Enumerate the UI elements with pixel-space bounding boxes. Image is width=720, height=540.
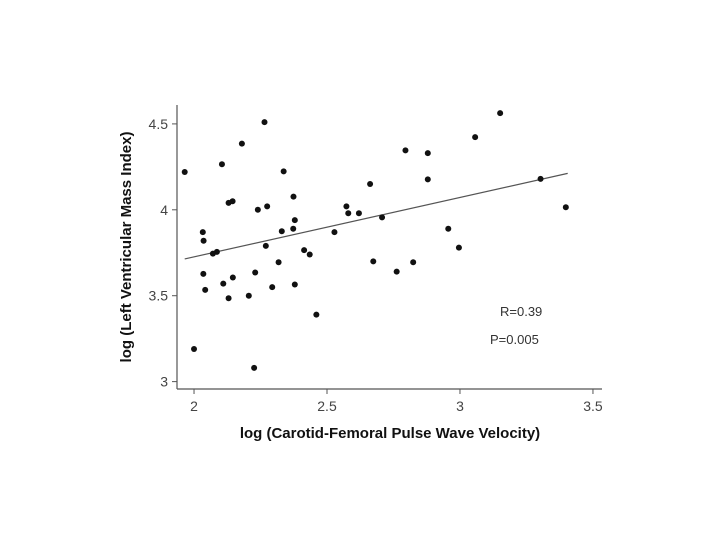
data-point [497,110,504,117]
x-tick-label: 3 [456,398,464,414]
axes [176,105,602,390]
y-tick-label: 4.5 [149,116,169,132]
x-axis-label: log (Carotid-Femoral Pulse Wave Velocity… [240,425,540,442]
data-point [379,214,386,221]
data-point [254,206,261,213]
data-point [402,147,409,154]
data-point [218,161,225,168]
data-point [393,268,400,275]
data-point [264,203,271,210]
data-point [209,250,216,257]
data-point [290,193,297,200]
data-point [202,286,209,293]
data-point [251,364,258,371]
data-point [181,169,188,176]
y-axis-label: log (Left Ventricular Mass Index) [118,132,135,363]
data-point [472,134,479,141]
data-point [229,274,236,281]
data-point [220,280,227,287]
data-points [181,110,569,371]
data-point [191,345,198,352]
data-point [278,228,285,235]
data-point [291,281,298,288]
data-point [424,176,431,183]
data-point [229,198,236,205]
data-point [345,210,352,217]
data-point [280,168,287,175]
data-point [306,251,313,258]
data-point [245,292,252,299]
data-point [225,295,232,302]
data-point [562,204,569,211]
data-point [343,203,350,210]
data-point [252,269,259,276]
data-point [261,119,268,126]
data-point [424,150,431,157]
data-point [331,229,338,236]
y-tick-label: 4 [160,202,168,218]
data-point [199,229,206,236]
data-point [370,258,377,265]
x-tick-label: 3.5 [583,398,603,414]
data-point [262,242,269,249]
data-point [290,225,297,232]
data-point [537,175,544,182]
data-point [367,181,374,188]
data-point [410,259,417,266]
data-point [445,225,452,232]
data-point [275,259,282,266]
data-point [269,284,276,291]
annotation-r: R=0.39 [500,304,542,319]
data-point [455,244,462,251]
y-tick-label: 3.5 [149,288,169,304]
data-point [355,210,362,217]
x-tick-label: 2 [190,398,198,414]
data-point [291,217,298,224]
y-tick-label: 3 [160,374,168,390]
data-point [200,270,207,277]
x-tick-label: 2.5 [317,398,337,414]
data-point [313,311,320,318]
regression-line [184,172,568,260]
data-point [200,237,207,244]
data-point [238,140,245,147]
ticks: 2 2.5 3 3.5 3 3.5 4 4.5 [149,116,603,414]
data-point [301,247,308,254]
annotation-p: P=0.005 [490,332,539,347]
